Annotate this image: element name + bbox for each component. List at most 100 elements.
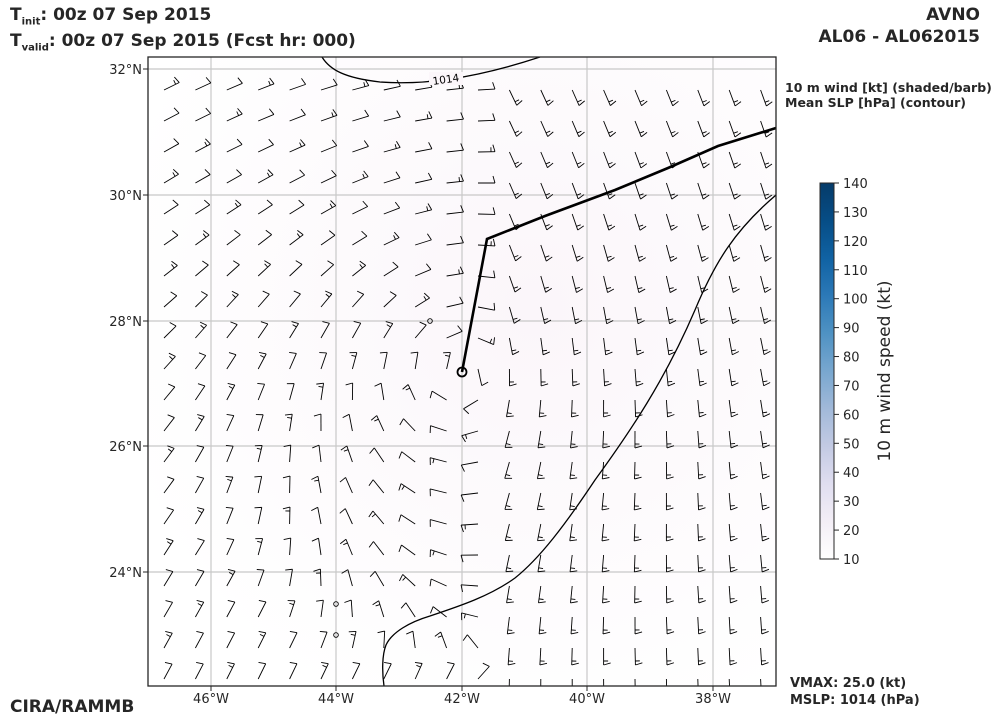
wind-barb bbox=[446, 205, 464, 215]
colorbar-tick-label: 90 bbox=[843, 322, 860, 337]
wind-barb bbox=[398, 514, 416, 525]
wind-barb bbox=[163, 352, 176, 370]
wind-barb bbox=[414, 292, 430, 308]
wind-barb bbox=[634, 120, 648, 138]
wind-barb bbox=[163, 168, 179, 184]
wind-barb bbox=[195, 383, 206, 401]
wind-barb bbox=[697, 461, 706, 480]
legend-note-wind: 10 m wind [kt] (shaded/barb) bbox=[785, 80, 992, 95]
wind-barb bbox=[760, 213, 772, 231]
wind-barb bbox=[728, 399, 739, 418]
wind-barb bbox=[225, 476, 234, 494]
wind-barb bbox=[508, 151, 523, 168]
wind-barb bbox=[415, 263, 432, 277]
lat-tick-label: 30°N bbox=[109, 189, 142, 204]
wind-barb bbox=[460, 461, 479, 472]
wind-barb bbox=[257, 199, 273, 215]
wind-barb bbox=[665, 337, 676, 356]
wind-barb bbox=[665, 523, 674, 542]
wind-barb bbox=[254, 445, 263, 463]
wind-barb bbox=[163, 138, 180, 153]
wind-barb bbox=[316, 382, 325, 401]
wind-barb bbox=[506, 616, 515, 635]
colorbar-tick-label: 130 bbox=[843, 206, 868, 221]
wind-barb bbox=[603, 182, 616, 200]
wind-barb bbox=[760, 120, 773, 138]
wind-barb bbox=[415, 111, 433, 122]
wind-barb bbox=[665, 306, 677, 325]
colorbar-tick-label: 100 bbox=[843, 293, 868, 308]
colorbar-tick-label: 30 bbox=[843, 495, 860, 510]
wind-barb bbox=[760, 368, 771, 387]
wind-barb bbox=[352, 260, 366, 277]
colorbar-tick-label: 120 bbox=[843, 235, 868, 250]
slp-contour-top bbox=[321, 57, 541, 84]
vmax-readout: VMAX: 25.0 (kt) bbox=[790, 676, 907, 691]
wind-barb bbox=[508, 120, 523, 137]
colorbar-tick-label: 10 bbox=[843, 553, 860, 568]
wind-barb bbox=[195, 600, 205, 618]
wind-barb bbox=[163, 662, 173, 680]
wind-barb bbox=[352, 109, 370, 122]
wind-barb bbox=[257, 383, 265, 401]
wind-barb bbox=[434, 631, 448, 649]
colorbar-ticks: 140 130 120 110 100 90 80 70 60 50 40 30 20 10 bbox=[834, 177, 868, 568]
wind-barb bbox=[319, 352, 327, 370]
wind-barb bbox=[728, 244, 741, 262]
wind-barb bbox=[226, 352, 237, 370]
wind-barb bbox=[603, 89, 617, 106]
wind-barb bbox=[571, 306, 583, 325]
wind-barb bbox=[226, 569, 236, 587]
wind-barb bbox=[415, 203, 433, 215]
wind-barb bbox=[460, 523, 479, 533]
colorbar bbox=[819, 182, 835, 560]
wind-barb bbox=[477, 207, 496, 215]
wind-barb bbox=[461, 430, 479, 443]
model-name: AVNO bbox=[926, 5, 980, 25]
wind-barb bbox=[571, 120, 585, 137]
wind-barb bbox=[504, 461, 513, 479]
wind-barb bbox=[760, 275, 772, 293]
wind-barb bbox=[226, 199, 242, 215]
wind-barb bbox=[601, 461, 610, 480]
wind-barb bbox=[728, 585, 738, 604]
wind-barb bbox=[195, 631, 204, 649]
wind-barb bbox=[195, 476, 205, 494]
wind-barb bbox=[163, 291, 178, 308]
wind-barb bbox=[226, 321, 238, 339]
wind-barb bbox=[226, 138, 243, 153]
wind-barb bbox=[540, 151, 554, 168]
wind-barb bbox=[429, 425, 447, 433]
wind-barb bbox=[477, 337, 495, 345]
wind-barb bbox=[289, 352, 297, 370]
wind-barb bbox=[446, 174, 464, 184]
wind-barb bbox=[446, 325, 463, 339]
wind-barb bbox=[320, 169, 337, 184]
wind-barb bbox=[225, 507, 234, 525]
wind-barb bbox=[398, 451, 416, 463]
wind-barb bbox=[446, 266, 464, 277]
wind-barb bbox=[258, 138, 274, 153]
wind-barb bbox=[601, 554, 610, 573]
wind-barb bbox=[569, 554, 578, 573]
wind-barb bbox=[341, 569, 353, 587]
wind-barb bbox=[634, 616, 643, 635]
wind-barb bbox=[602, 616, 611, 635]
wind-barb bbox=[383, 201, 401, 215]
wind-barb bbox=[195, 569, 205, 587]
wind-barb bbox=[372, 600, 385, 618]
wind-barb bbox=[634, 337, 645, 356]
wind-barb bbox=[340, 445, 353, 463]
wind-barb bbox=[289, 631, 298, 649]
wind-barb bbox=[289, 260, 303, 277]
wind-barb bbox=[195, 445, 205, 463]
wind-barb bbox=[540, 368, 549, 387]
wind-barb bbox=[728, 523, 738, 542]
lat-tick-label: 28°N bbox=[109, 315, 142, 330]
wind-barb bbox=[383, 261, 399, 277]
wind-barb bbox=[383, 662, 392, 680]
wind-barb bbox=[195, 507, 205, 525]
wind-barb bbox=[443, 351, 451, 370]
wind-barb bbox=[697, 430, 707, 449]
wind-barb bbox=[538, 585, 546, 604]
